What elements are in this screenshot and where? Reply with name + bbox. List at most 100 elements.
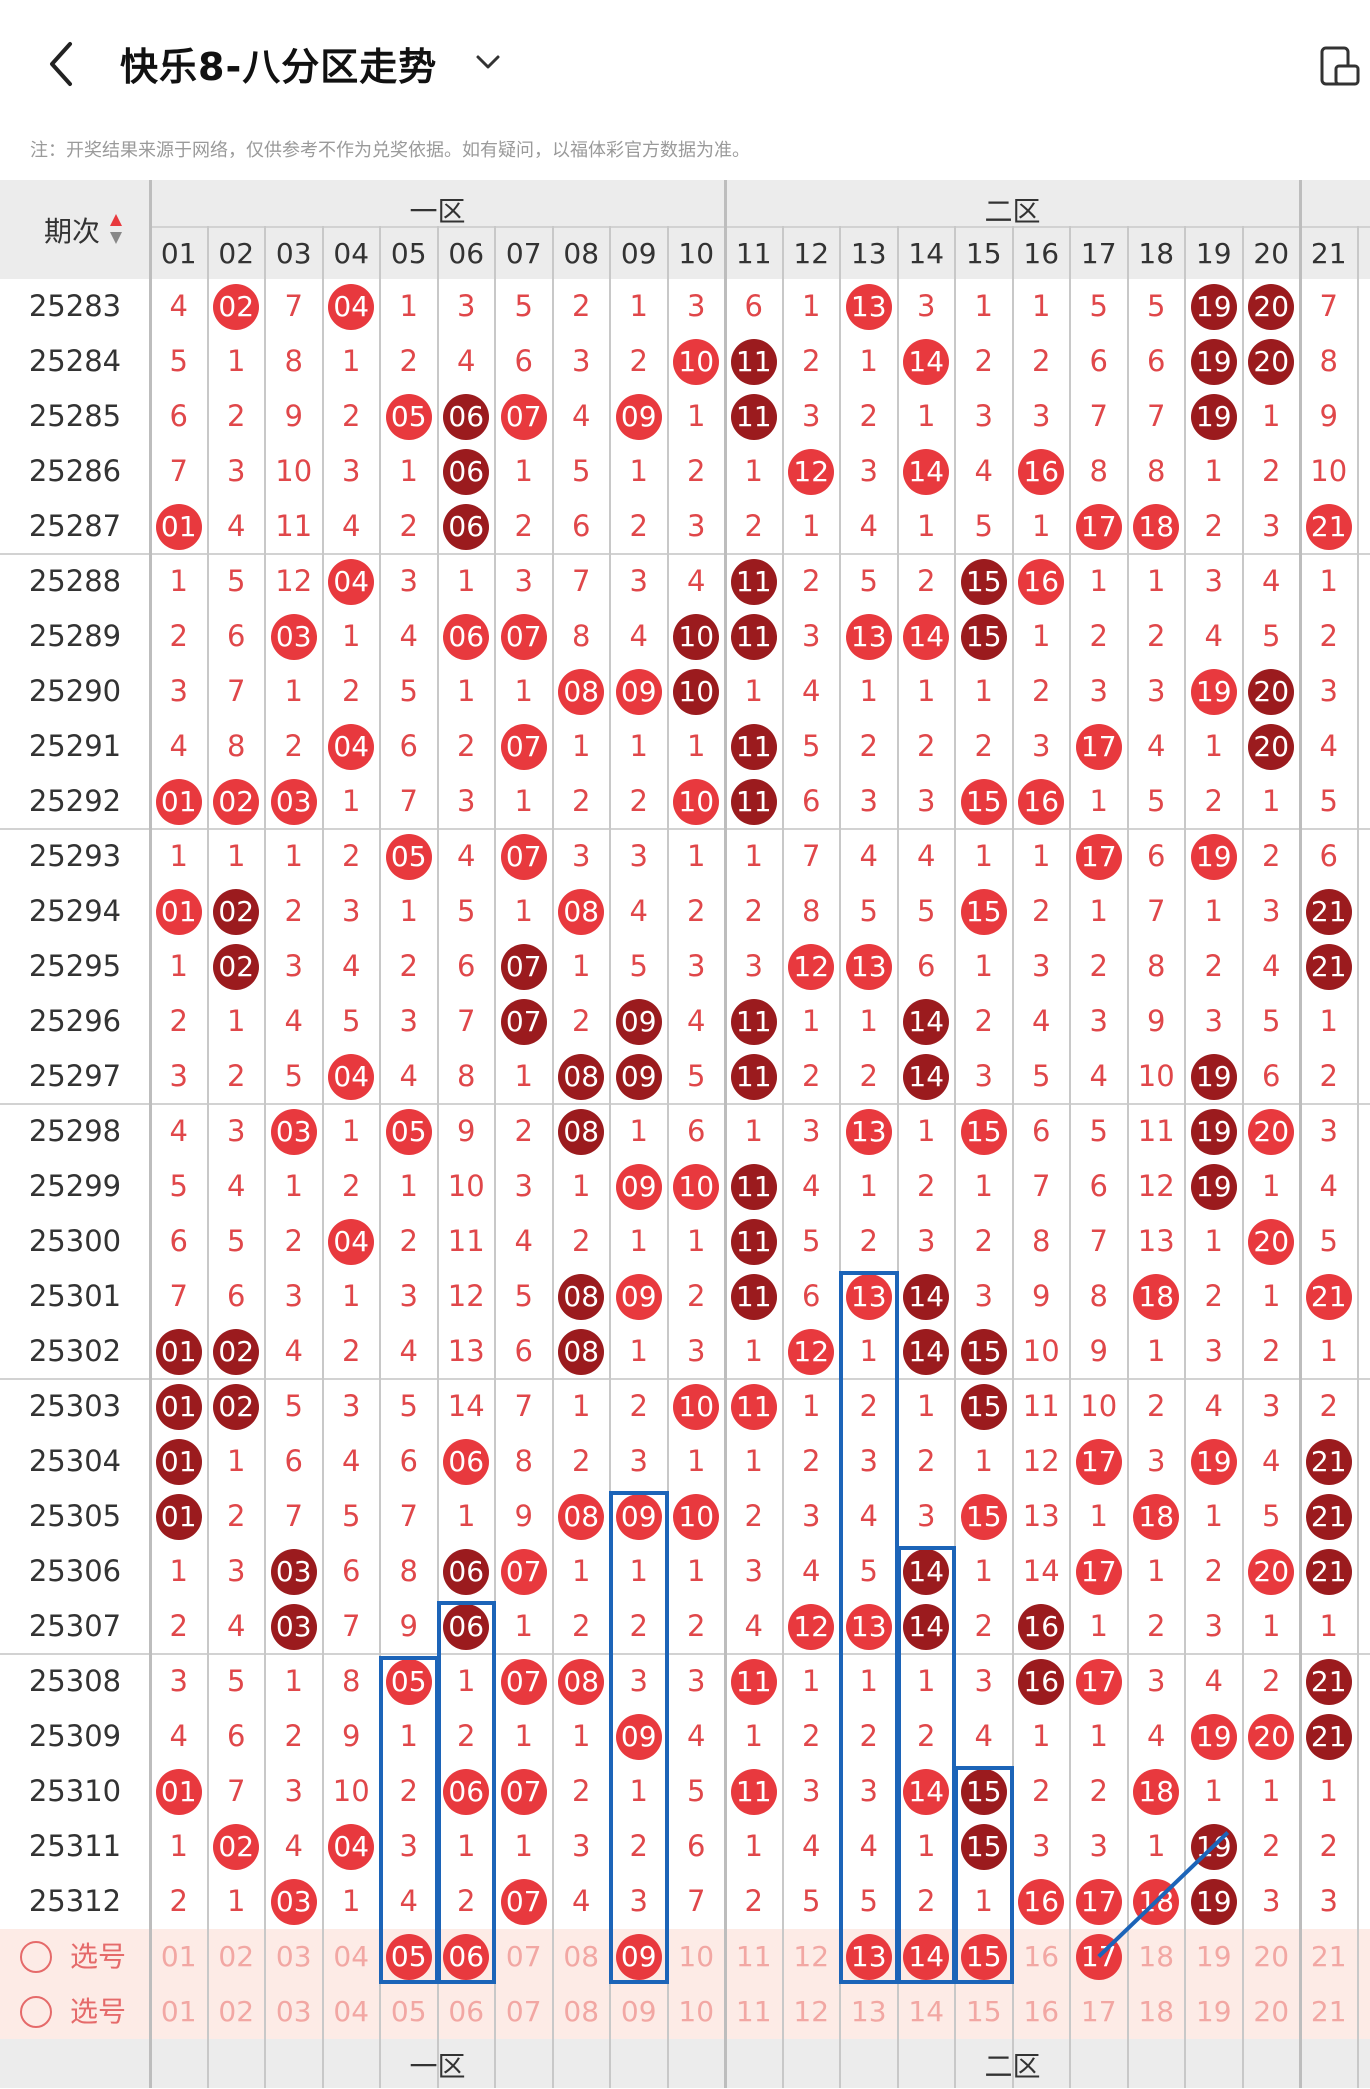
select-radio[interactable] [20, 1996, 52, 2028]
miss-count: 2 [687, 894, 706, 928]
drawn-number-ball: 07 [500, 723, 547, 770]
miss-count: 6 [802, 784, 821, 818]
select-number[interactable]: 07 [505, 1940, 542, 1973]
select-number[interactable]: 16 [1023, 1940, 1060, 1973]
drawn-number-ball: 01 [155, 1383, 202, 1430]
select-number[interactable]: 01 [160, 1995, 197, 2028]
select-number[interactable]: 15 [965, 1995, 1002, 2028]
miss-count: 3 [974, 1664, 993, 1698]
miss-count: 2 [859, 1224, 878, 1258]
miss-count: 1 [227, 1884, 246, 1918]
select-number[interactable]: 01 [160, 1940, 197, 1973]
miss-count: 2 [802, 1719, 821, 1753]
sort-icon[interactable] [109, 212, 123, 246]
select-number[interactable]: 09 [620, 1995, 657, 2028]
period-label: 25312 [28, 1884, 122, 1918]
miss-count: 6 [802, 1279, 821, 1313]
miss-count: 6 [227, 1279, 246, 1313]
select-number[interactable]: 10 [678, 1940, 715, 1973]
selected-number-ball[interactable]: 05 [385, 1933, 432, 1980]
period-label: 25309 [28, 1719, 122, 1753]
miss-count: 4 [284, 1334, 303, 1368]
trend-highlight-box [609, 1491, 669, 1984]
drawn-number-ball: 17 [1075, 1658, 1122, 1705]
select-number[interactable]: 17 [1080, 1995, 1117, 2028]
drawn-number-ball: 18 [1133, 1273, 1180, 1320]
miss-count: 3 [1319, 674, 1338, 708]
miss-count: 1 [1204, 729, 1223, 763]
selected-number-ball[interactable]: 09 [615, 1933, 662, 1980]
miss-count: 5 [1089, 1114, 1108, 1148]
miss-count: 3 [744, 949, 763, 983]
select-number[interactable]: 04 [333, 1940, 370, 1973]
select-number[interactable]: 20 [1253, 1940, 1290, 1973]
select-number[interactable]: 19 [1195, 1940, 1232, 1973]
select-number[interactable]: 21 [1310, 1940, 1347, 1973]
select-number[interactable]: 06 [448, 1995, 485, 2028]
select-number[interactable]: 19 [1195, 1995, 1232, 2028]
select-number[interactable]: 03 [275, 1940, 312, 1973]
chevron-down-icon[interactable] [474, 52, 502, 72]
select-number[interactable]: 02 [218, 1940, 255, 1973]
miss-count: 3 [342, 454, 361, 488]
select-number[interactable]: 08 [563, 1940, 600, 1973]
miss-count: 5 [399, 1389, 418, 1423]
miss-count: 1 [227, 1444, 246, 1478]
miss-count: 3 [1147, 674, 1166, 708]
select-number[interactable]: 18 [1138, 1995, 1175, 2028]
drawn-number-ball: 20 [1248, 668, 1295, 715]
drawn-number-ball: 04 [328, 1823, 375, 1870]
select-number[interactable]: 21 [1310, 1995, 1347, 2028]
miss-count: 1 [342, 1114, 361, 1148]
select-number[interactable]: 11 [735, 1940, 772, 1973]
select-number[interactable]: 18 [1138, 1940, 1175, 1973]
drawn-number-ball: 01 [155, 1768, 202, 1815]
select-number[interactable]: 11 [735, 1995, 772, 2028]
miss-count: 7 [284, 1499, 303, 1533]
back-arrow-icon[interactable] [40, 38, 84, 90]
drawn-number-ball: 15 [960, 1383, 1007, 1430]
select-radio[interactable] [20, 1941, 52, 1973]
miss-count: 5 [399, 674, 418, 708]
miss-count: 1 [974, 289, 993, 323]
select-number[interactable]: 08 [563, 1995, 600, 2028]
select-label[interactable]: 选号 [70, 1995, 127, 2028]
select-number[interactable]: 07 [505, 1995, 542, 2028]
miss-count: 7 [1089, 1224, 1108, 1258]
select-number[interactable]: 05 [390, 1995, 427, 2028]
disclaimer-notice: 注：开奖结果来源于网络，仅供参考不作为兑奖依据。如有疑问，以福体彩官方数据为准。 [30, 140, 750, 161]
drawn-number-ball: 05 [385, 833, 432, 880]
selected-number-ball[interactable]: 15 [960, 1933, 1007, 1980]
miss-count: 1 [859, 1664, 878, 1698]
select-number[interactable]: 16 [1023, 1995, 1060, 2028]
selected-number-ball[interactable]: 06 [443, 1933, 490, 1980]
select-number[interactable]: 13 [850, 1995, 887, 2028]
device-orientation-icon[interactable] [1318, 44, 1362, 88]
period-header[interactable]: 期次 [44, 215, 101, 248]
select-number[interactable]: 20 [1253, 1995, 1290, 2028]
drawn-number-ball: 20 [1248, 723, 1295, 770]
drawn-number-ball: 09 [615, 393, 662, 440]
selected-number-ball[interactable]: 14 [903, 1933, 950, 1980]
page-title[interactable]: 快乐8-八分区走势 [120, 45, 438, 89]
miss-count: 10 [1310, 454, 1348, 488]
miss-count: 6 [1147, 839, 1166, 873]
drawn-number-ball: 09 [615, 668, 662, 715]
drawn-number-ball: 19 [1190, 1438, 1237, 1485]
selected-number-ball[interactable]: 13 [845, 1933, 892, 1980]
miss-count: 4 [169, 729, 188, 763]
miss-count: 7 [399, 1499, 418, 1533]
select-label[interactable]: 选号 [70, 1940, 127, 1973]
miss-count: 12 [447, 1279, 485, 1313]
miss-count: 3 [1204, 1609, 1223, 1643]
select-number[interactable]: 03 [275, 1995, 312, 2028]
select-number[interactable]: 02 [218, 1995, 255, 2028]
select-number[interactable]: 14 [908, 1995, 945, 2028]
app-header: 快乐8-八分区走势 [0, 0, 1370, 132]
select-number[interactable]: 10 [678, 1995, 715, 2028]
column-header: 18 [1138, 237, 1175, 270]
drawn-number-ball: 15 [960, 613, 1007, 660]
select-number[interactable]: 04 [333, 1995, 370, 2028]
select-number[interactable]: 12 [793, 1995, 830, 2028]
select-number[interactable]: 12 [793, 1940, 830, 1973]
